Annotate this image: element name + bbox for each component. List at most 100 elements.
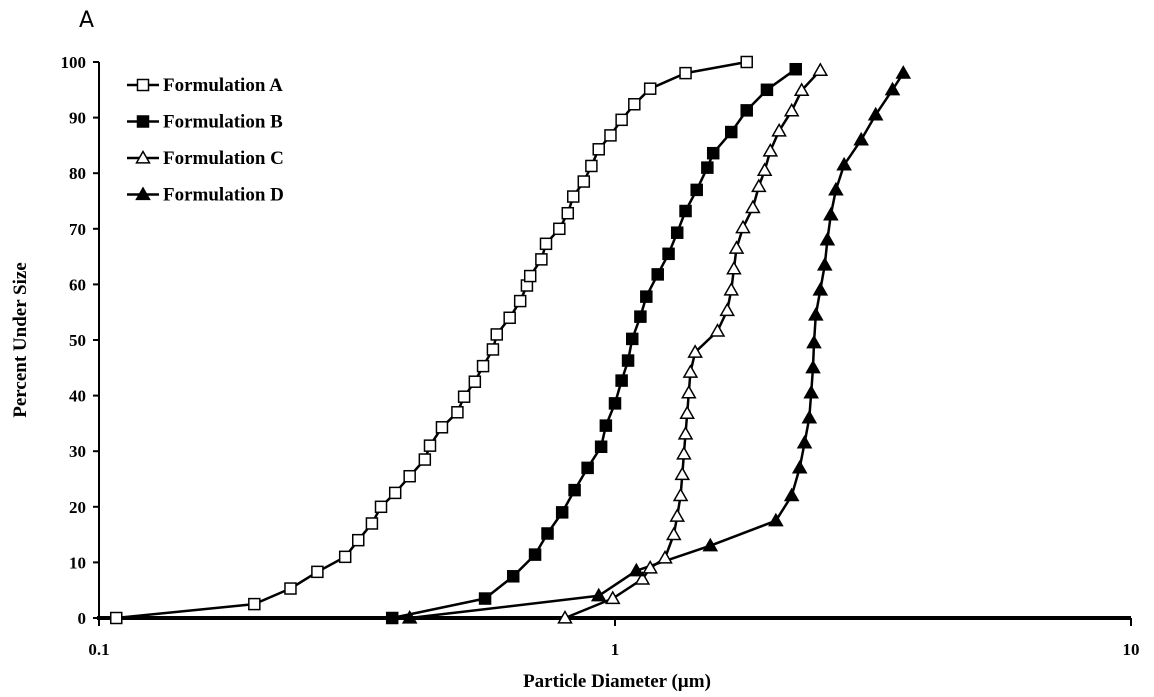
data-point-series-2 xyxy=(745,199,761,214)
data-point-series-2 xyxy=(719,302,736,317)
data-point-series-3 xyxy=(768,512,784,527)
panel-label: A xyxy=(79,8,94,33)
data-point-series-0 xyxy=(457,390,471,403)
legend-label: Formulation A xyxy=(163,75,283,96)
legend: Formulation A Formulation B Formulation C F… xyxy=(127,75,284,206)
data-point-series-3 xyxy=(895,65,912,79)
y-tick-label: 20 xyxy=(69,498,86,517)
legend-marker xyxy=(135,149,151,164)
data-point-series-1 xyxy=(581,461,594,475)
data-point-series-0 xyxy=(561,206,575,220)
y-axis-title: Percent Under Size xyxy=(10,262,31,417)
data-point-series-0 xyxy=(365,517,379,530)
y-tick-label: 90 xyxy=(69,109,86,128)
data-point-series-1 xyxy=(760,83,774,97)
data-point-series-0 xyxy=(740,55,753,69)
data-point-series-1 xyxy=(594,440,608,454)
data-point-series-2 xyxy=(676,445,692,460)
data-point-series-1 xyxy=(385,611,399,625)
y-tick-label: 30 xyxy=(69,442,86,461)
data-point-series-2 xyxy=(557,609,573,624)
y-tick-label: 10 xyxy=(69,553,86,572)
data-point-series-1 xyxy=(701,161,714,174)
data-point-series-3 xyxy=(808,306,824,321)
y-axis-ticks: 0 10 20 30 40 50 60 70 80 90 100 xyxy=(61,53,99,628)
data-point-series-0 xyxy=(468,375,482,388)
data-point-series-2 xyxy=(687,344,703,358)
data-point-series-2 xyxy=(751,178,767,193)
data-point-series-2 xyxy=(642,559,658,574)
data-point-series-0 xyxy=(615,113,628,127)
data-point-series-3 xyxy=(867,106,884,121)
data-point-series-1 xyxy=(740,104,753,117)
data-point-series-3 xyxy=(783,487,800,502)
data-point-series-1 xyxy=(615,374,628,387)
data-point-series-1 xyxy=(625,332,639,346)
data-point-series-3 xyxy=(628,562,645,577)
data-point-series-2 xyxy=(728,240,745,254)
data-point-series-0 xyxy=(388,486,402,500)
data-point-series-1 xyxy=(679,204,692,218)
data-point-series-0 xyxy=(248,597,261,611)
data-point-series-2 xyxy=(679,405,695,420)
data-point-series-0 xyxy=(553,222,566,236)
data-point-series-0 xyxy=(311,565,324,579)
data-point-series-2 xyxy=(604,590,621,605)
data-point-series-0 xyxy=(403,469,416,483)
data-point-series-0 xyxy=(284,582,297,595)
x-tick-label: 0.1 xyxy=(88,640,109,659)
data-point-series-1 xyxy=(634,310,647,323)
x-tick-label: 10 xyxy=(1123,640,1140,659)
data-point-series-1 xyxy=(506,570,520,583)
y-tick-label: 50 xyxy=(69,331,86,350)
x-axis-title: Particle Diameter (µm) xyxy=(523,671,711,692)
data-point-series-1 xyxy=(528,548,542,561)
data-point-series-2 xyxy=(723,281,740,296)
data-point-series-1 xyxy=(478,592,492,605)
data-point-series-3 xyxy=(401,609,418,624)
data-point-series-1 xyxy=(651,268,664,281)
data-point-series-0 xyxy=(423,439,437,452)
data-point-series-2 xyxy=(812,62,829,76)
data-point-series-0 xyxy=(679,66,692,80)
data-point-series-0 xyxy=(539,237,553,251)
data-point-series-3 xyxy=(823,206,839,221)
data-point-series-0 xyxy=(352,533,365,547)
data-point-series-0 xyxy=(628,98,641,111)
data-point-series-0 xyxy=(490,328,504,341)
data-point-series-3 xyxy=(801,409,818,424)
data-point-series-2 xyxy=(666,526,682,541)
data-point-series-3 xyxy=(590,587,607,602)
data-point-series-1 xyxy=(690,183,703,197)
legend-marker xyxy=(136,115,150,128)
data-point-series-2 xyxy=(672,487,689,502)
data-point-series-2 xyxy=(709,323,726,337)
data-point-series-0 xyxy=(523,269,537,283)
data-point-series-3 xyxy=(791,459,808,474)
data-point-series-3 xyxy=(819,231,836,246)
data-point-series-0 xyxy=(604,129,617,142)
data-point-series-3 xyxy=(805,359,821,374)
data-point-series-2 xyxy=(726,260,742,275)
data-point-series-1 xyxy=(640,290,653,303)
data-point-series-0 xyxy=(643,82,657,95)
data-point-series-1 xyxy=(555,506,569,519)
y-tick-label: 0 xyxy=(78,609,87,628)
data-point-series-0 xyxy=(577,175,591,188)
data-point-series-0 xyxy=(585,159,598,173)
data-point-series-1 xyxy=(599,419,613,432)
data-point-series-0 xyxy=(435,421,449,434)
data-point-series-3 xyxy=(796,434,813,449)
data-point-series-3 xyxy=(812,281,829,296)
data-point-series-0 xyxy=(503,311,516,325)
data-point-series-0 xyxy=(109,611,123,625)
series-line-0 xyxy=(116,60,747,620)
data-point-series-2 xyxy=(771,122,787,137)
data-point-series-1 xyxy=(725,125,738,139)
y-tick-label: 60 xyxy=(69,275,86,294)
data-point-series-2 xyxy=(657,549,673,564)
data-point-series-2 xyxy=(681,384,697,399)
data-point-series-1 xyxy=(670,226,684,239)
data-point-series-1 xyxy=(789,62,802,76)
data-point-series-0 xyxy=(476,359,490,373)
